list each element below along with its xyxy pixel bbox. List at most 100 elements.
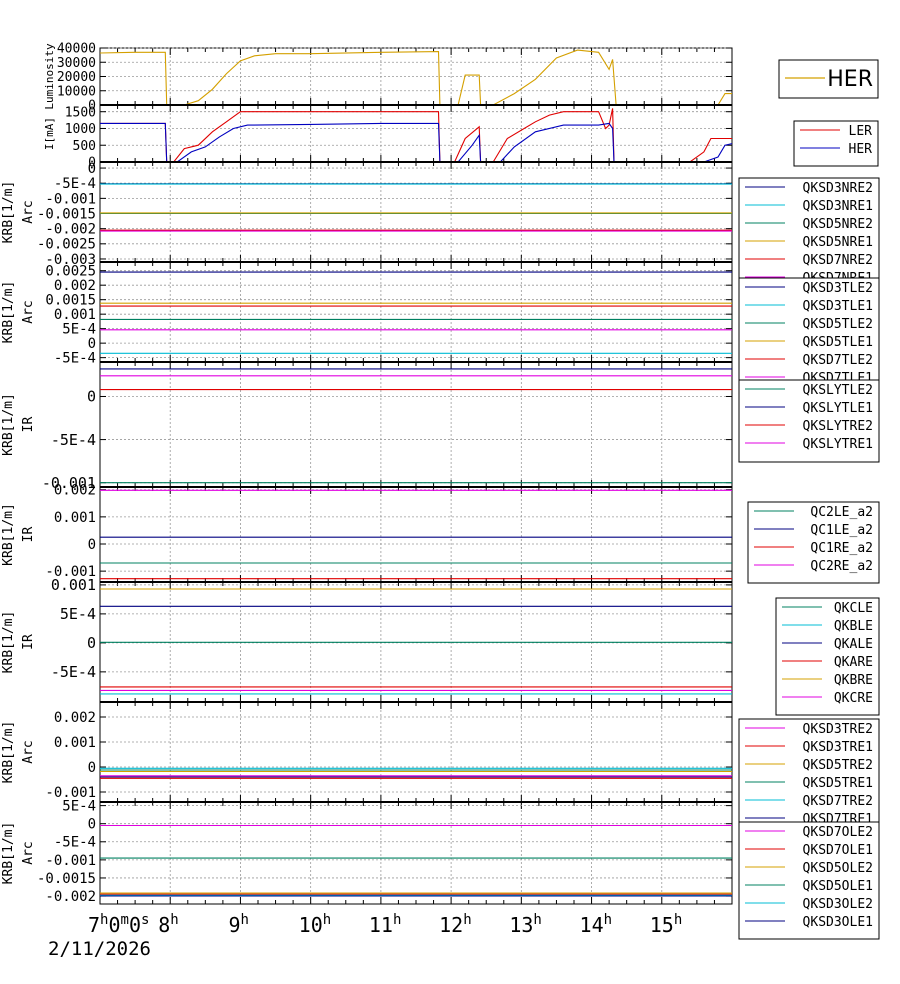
legend-frame xyxy=(738,277,880,396)
legend-label: QKSD5TLE2 xyxy=(803,317,873,332)
legend-box: QKSLYTLE2 QKSLYTLE1 QKSLYTRE2 QKSLYTRE1 xyxy=(738,379,880,463)
x-tick-label: 7h0m0s xyxy=(88,912,149,937)
legend-label: QKSD3NRE1 xyxy=(803,199,873,214)
legend-label: QC2RE_a2 xyxy=(810,559,873,574)
legend-frame xyxy=(738,821,880,940)
y-tick-label: 0.001 xyxy=(54,307,96,323)
y-tick-label: 0.0015 xyxy=(45,293,96,309)
panel-7: 0.001 5E-4 0 -5E-4 KRB[1/m] IR QKCLE QKBLE QKALE… xyxy=(1,576,880,716)
x-tick-label: 15h xyxy=(650,912,683,937)
y-tick-label: -5E-4 xyxy=(54,835,96,851)
legend-label: QKSD5TRE2 xyxy=(803,758,873,773)
legend-label: QKSD7NRE2 xyxy=(803,253,873,268)
y-tick-label: 5E-4 xyxy=(62,799,96,815)
legend-label: QKSD3TRE2 xyxy=(803,722,873,737)
legend-box: QKSD3NRE2 QKSD3NRE1 QKSD5NRE2 QKSD5NRE1 QKSD… xyxy=(738,177,880,296)
y-tick-label: -0.003 xyxy=(45,252,96,268)
y-tick-label: 0 xyxy=(88,161,96,177)
y-tick-label: 20000 xyxy=(57,70,96,85)
legend-label: QKALE xyxy=(834,637,873,652)
y-tick-label: 5E-4 xyxy=(60,605,96,623)
legend-label: QC1RE_a2 xyxy=(810,541,873,556)
y-tick-label: 0.001 xyxy=(54,510,96,526)
x-tick-label: 12h xyxy=(439,912,472,937)
y-tick-label: -0.0015 xyxy=(37,871,96,887)
legend-label: QKSD7OLE1 xyxy=(803,843,873,858)
y-tick-label: -5E-4 xyxy=(54,176,96,192)
y-axis-label-2: Arc xyxy=(21,300,36,323)
panel-5: 0 -5E-4 -0.001 KRB[1/m] IR QKSLYTLE2 QKSLYTLE1… xyxy=(1,361,880,492)
plot-frame xyxy=(99,701,733,803)
legend-label: QKSLYTRE1 xyxy=(803,437,873,452)
y-tick-label: 0 xyxy=(87,634,96,652)
y-tick-label: 0.0025 xyxy=(45,264,96,280)
y-axis-label: KRB[1/m] xyxy=(1,281,16,344)
legend-label: QKSD5NRE2 xyxy=(803,217,873,232)
legend-label: QKSD7TRE2 xyxy=(803,794,873,809)
plot-frame xyxy=(99,261,733,363)
legend-box: HER xyxy=(778,59,879,99)
legend-box: QC2LE_a2 QC1LE_a2 QC1RE_a2 QC2RE_a2 xyxy=(747,501,880,584)
legend-frame xyxy=(747,501,880,584)
legend-frame xyxy=(738,379,880,463)
y-axis-label: KRB[1/m] xyxy=(1,181,16,244)
y-tick-label: -5E-4 xyxy=(51,431,96,449)
y-tick-label: -5E-4 xyxy=(51,663,96,681)
legend-label: QKSD7TLE2 xyxy=(803,353,873,368)
y-tick-label: 0.002 xyxy=(54,483,96,499)
y-axis-label: KRB[1/m] xyxy=(1,503,16,566)
legend-label: QKSD3NRE2 xyxy=(803,181,873,196)
legend-label: QC1LE_a2 xyxy=(810,523,873,538)
legend-label: QKCRE xyxy=(834,691,873,706)
legend-label: QKSLYTRE2 xyxy=(803,419,873,434)
plot-frame xyxy=(99,104,733,163)
legend-box: QKSD7OLE2 QKSD7OLE1 QKSD5OLE2 QKSD5OLE1 QKSD… xyxy=(738,821,880,940)
y-axis-label-2: IR xyxy=(21,634,36,650)
legend-frame xyxy=(738,177,880,296)
date-label: 2/11/2026 xyxy=(48,938,151,960)
y-axis-label: I[mA] xyxy=(43,117,56,150)
legend-label: QKSD3TLE1 xyxy=(803,299,873,314)
x-tick-label: 8h xyxy=(158,912,178,937)
legend-frame xyxy=(738,718,880,837)
y-axis-label: KRB[1/m] xyxy=(1,822,16,885)
legend-label: QKSD3OLE1 xyxy=(803,915,873,930)
y-tick-label: 0.002 xyxy=(54,278,96,294)
y-axis-label: KRB[1/m] xyxy=(1,611,16,674)
x-tick-label: 13h xyxy=(509,912,542,937)
legend-label: QKARE xyxy=(834,655,873,670)
legend-label: QKCLE xyxy=(834,601,873,616)
x-tick-label: 10h xyxy=(299,912,332,937)
y-tick-label: 5E-4 xyxy=(62,322,96,338)
y-tick-label: -0.001 xyxy=(45,853,96,869)
y-axis-label-2: Arc xyxy=(21,740,36,763)
y-tick-label: 40000 xyxy=(57,42,96,57)
y-tick-label: 0 xyxy=(88,99,96,114)
legend-label: QKBLE xyxy=(834,619,873,634)
y-tick-label: 0 xyxy=(88,817,96,833)
y-tick-label: 0.001 xyxy=(51,576,96,594)
legend-box: QKSD3TRE2 QKSD3TRE1 QKSD5TRE2 QKSD5TRE1 QKSD… xyxy=(738,718,880,837)
y-tick-label: -0.001 xyxy=(45,191,96,207)
y-tick-label: -0.001 xyxy=(45,785,96,801)
legend-label: QKSD5OLE1 xyxy=(803,879,873,894)
legend-label: HER xyxy=(849,142,873,157)
y-tick-label: -0.0025 xyxy=(37,237,96,253)
x-tick-label: 9h xyxy=(228,912,248,937)
legend-label: QKSLYTLE1 xyxy=(803,401,873,416)
y-tick-label: 0 xyxy=(88,336,96,352)
y-tick-label: 1000 xyxy=(65,122,96,137)
y-axis-label-2: IR xyxy=(21,417,36,433)
legend-label: QKSD5OLE2 xyxy=(803,861,873,876)
legend-box: LER HER xyxy=(793,120,879,167)
series-line-her xyxy=(99,49,732,106)
legend-label: HER xyxy=(827,67,873,92)
y-tick-label: -0.002 xyxy=(45,889,96,905)
legend-frame xyxy=(775,597,880,716)
y-tick-label: 0.001 xyxy=(54,735,96,751)
y-axis-label-2: Arc xyxy=(21,200,36,223)
y-tick-label: 0 xyxy=(88,760,96,776)
